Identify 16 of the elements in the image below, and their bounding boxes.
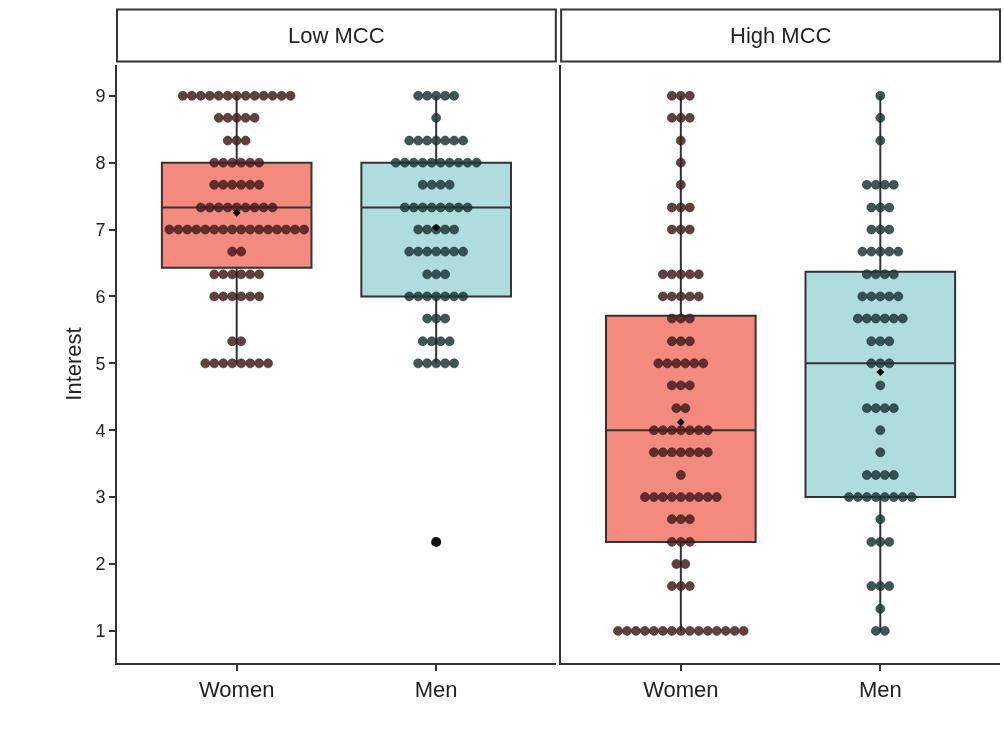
- y-tick-label: 1: [95, 621, 106, 642]
- x-tick-label: Women: [198, 677, 275, 703]
- y-tick-label: 4: [95, 420, 106, 441]
- x-tick-label: Men: [414, 677, 458, 703]
- y-tick-label: 2: [95, 554, 106, 575]
- chart-title: High MCC: [730, 23, 832, 48]
- chart-title: Low MCC: [288, 23, 385, 48]
- y-tick-label: 7: [95, 219, 106, 240]
- y-axis-title: Interest: [60, 327, 86, 401]
- y-tick-label: 3: [95, 487, 106, 508]
- y-tick-label: 8: [95, 152, 106, 173]
- y-tick-label: 5: [95, 353, 106, 374]
- y-tick-label: 6: [95, 286, 106, 307]
- x-tick-label: Men: [858, 677, 902, 703]
- x-tick-label: Women: [643, 677, 719, 703]
- y-tick-label: 9: [95, 86, 106, 107]
